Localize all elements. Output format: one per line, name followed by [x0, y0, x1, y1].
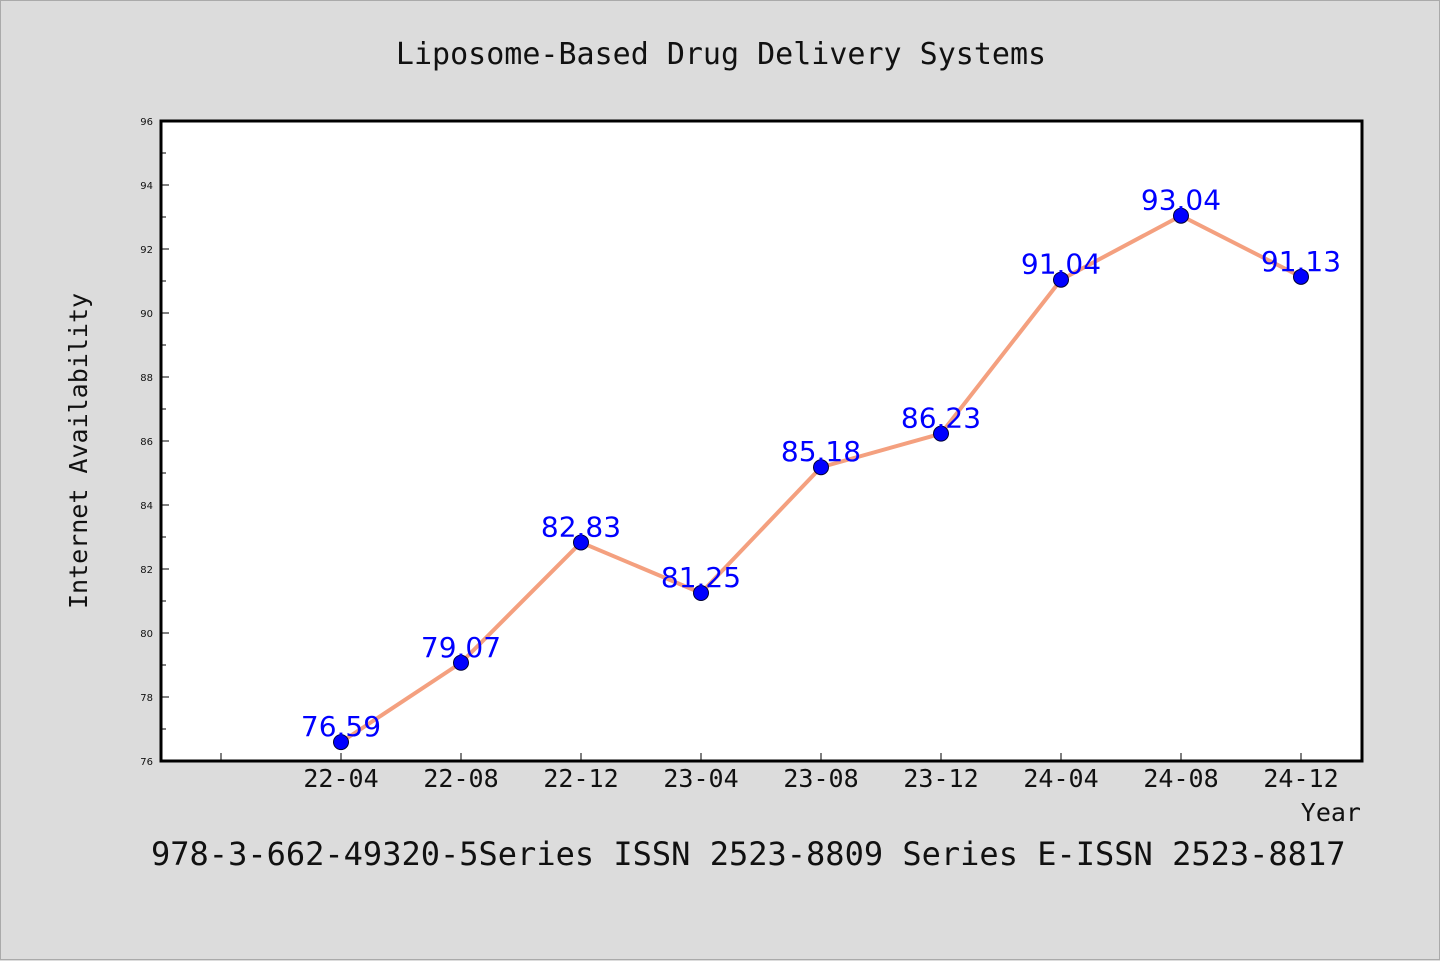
data-point: [333, 734, 349, 751]
data-label: 76.59: [301, 710, 381, 743]
y-tick-label: 90: [140, 309, 153, 320]
y-tick-label: 94: [140, 181, 153, 192]
y-tick-label: 96: [140, 117, 153, 128]
y-tick-label: 78: [140, 693, 153, 704]
data-label: 91.13: [1261, 245, 1341, 278]
chart-title: Liposome-Based Drug Delivery Systems: [396, 37, 1046, 72]
x-tick-label: 23-08: [783, 764, 858, 793]
x-tick-label: 24-08: [1143, 764, 1218, 793]
data-point: [693, 585, 709, 601]
x-tick-label: 24-04: [1023, 764, 1098, 793]
data-point: [573, 534, 589, 551]
x-tick-label: 23-12: [903, 764, 978, 793]
data-label: 79.07: [421, 631, 501, 664]
series-group: [333, 207, 1309, 751]
y-tick-label: 82: [140, 565, 153, 576]
footer-isbn-text: 978-3-662-49320-5Series ISSN 2523-8809 S…: [151, 835, 1345, 873]
data-point: [1293, 268, 1309, 285]
x-axis: 22-04 22-08 22-12 23-04 23-08 23-12 24-04 24-08…: [220, 753, 1339, 793]
x-tick-label: 24-12: [1263, 764, 1338, 793]
data-label: 93.04: [1141, 184, 1221, 217]
data-label: 81.25: [661, 561, 741, 594]
x-tick-label: 22-12: [543, 764, 618, 793]
y-tick-label: 80: [140, 629, 153, 640]
data-point: [1173, 207, 1189, 224]
x-tick-label: 22-04: [303, 764, 378, 793]
data-label: 91.04: [1021, 248, 1101, 281]
x-tick-label: 23-04: [663, 764, 738, 793]
data-label: 85.18: [781, 435, 861, 468]
y-tick-label: 88: [140, 373, 153, 384]
data-point: [813, 459, 829, 476]
data-point: [1053, 271, 1069, 288]
x-tick-label: 22-08: [423, 764, 498, 793]
y-tick-label: 84: [140, 501, 153, 512]
x-axis-label: Year: [1301, 798, 1361, 827]
data-label: 86.23: [901, 402, 981, 435]
y-axis: 76 78 80 82 84 86 88 90 92 94 96: [140, 117, 169, 768]
data-point: [453, 654, 469, 671]
data-point: [933, 425, 949, 442]
data-label: 82.83: [541, 510, 621, 543]
y-tick-label: 76: [140, 757, 153, 768]
data-labels: 76.59 79.07 82.83 81.25 85.18 86.23 91.04 93.04…: [301, 184, 1341, 743]
y-axis-label: Internet Availability: [64, 293, 93, 609]
y-tick-label: 86: [140, 437, 153, 448]
y-tick-label: 92: [140, 245, 153, 256]
